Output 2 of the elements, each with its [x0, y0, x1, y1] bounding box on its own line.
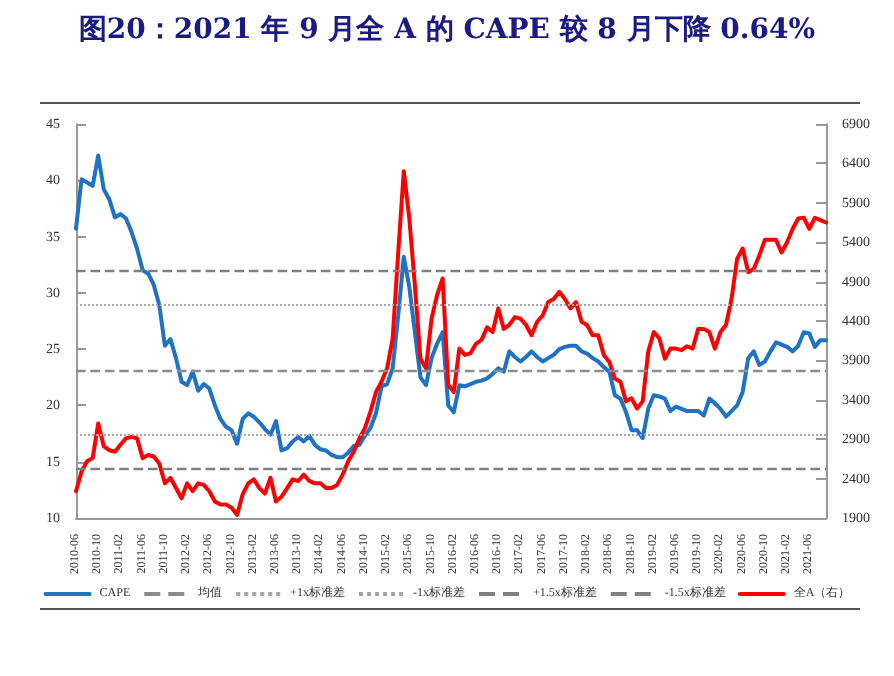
line-series [74, 153, 828, 460]
chart-title: 图20：2021 年 9 月全 A 的 CAPE 较 8 月下降 0.64% [76, 12, 818, 48]
